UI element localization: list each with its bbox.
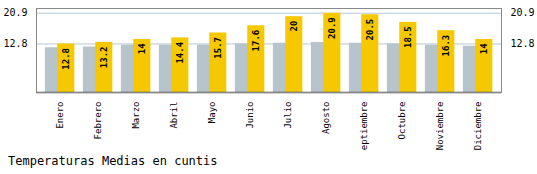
svg-text:Julio: Julio: [283, 102, 293, 129]
svg-text:20.9: 20.9: [3, 7, 27, 18]
svg-text:14: 14: [137, 43, 147, 54]
svg-text:20.9: 20.9: [511, 7, 535, 18]
svg-text:12.8: 12.8: [3, 38, 27, 49]
svg-text:20: 20: [289, 21, 299, 32]
svg-text:14.4: 14.4: [175, 41, 185, 63]
svg-text:20.5: 20.5: [365, 19, 375, 41]
svg-text:Agosto: Agosto: [321, 102, 331, 135]
svg-text:Noviembre: Noviembre: [435, 102, 445, 151]
svg-text:14: 14: [479, 43, 489, 54]
svg-text:Marzo: Marzo: [131, 102, 141, 129]
svg-text:Abril: Abril: [169, 102, 179, 129]
svg-text:18.5: 18.5: [403, 26, 413, 48]
svg-text:16.3: 16.3: [441, 35, 451, 57]
svg-text:Febrero: Febrero: [93, 102, 103, 140]
svg-text:13.2: 13.2: [99, 46, 109, 68]
svg-text:Septiembre: Septiembre: [359, 102, 369, 151]
svg-text:Octubre: Octubre: [397, 102, 407, 140]
svg-text:Diciembre: Diciembre: [473, 102, 483, 151]
svg-text:15.7: 15.7: [213, 37, 223, 59]
svg-text:12.8: 12.8: [61, 48, 71, 70]
svg-text:Mayo: Mayo: [207, 102, 217, 124]
svg-text:Junio: Junio: [245, 102, 255, 129]
svg-text:Enero: Enero: [55, 102, 65, 129]
html-text:Temperaturas Medias en cuntis: Temperaturas Medias en cuntis: [8, 154, 218, 168]
svg-text:20.9: 20.9: [327, 17, 337, 39]
svg-text:12.8: 12.8: [511, 38, 535, 49]
svg-text:17.6: 17.6: [251, 30, 261, 52]
